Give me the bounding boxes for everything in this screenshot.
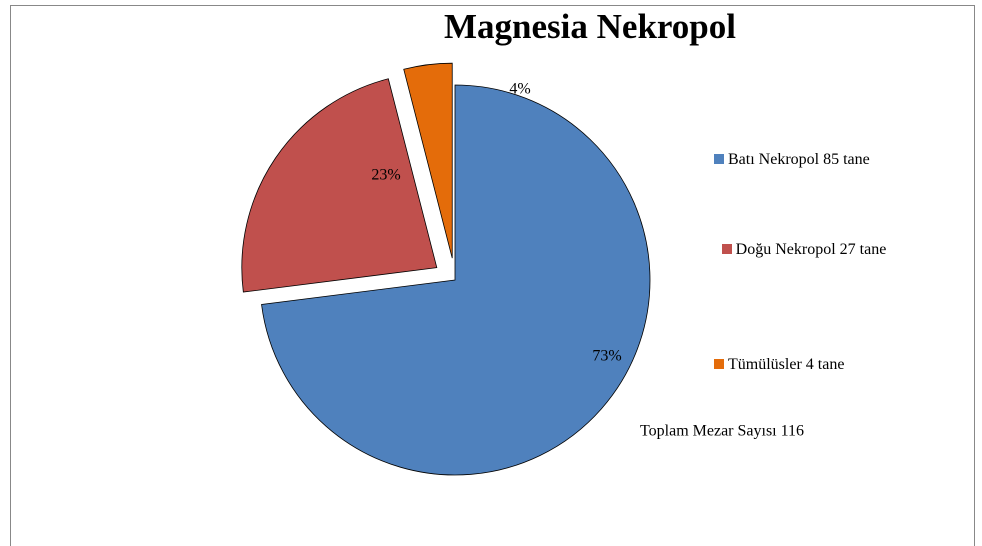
data-label: 73% <box>592 348 621 365</box>
pie-slice <box>241 78 438 293</box>
legend-label: Tümülüsler 4 tane <box>728 356 845 373</box>
legend-item: Tümülüsler 4 tane <box>714 353 934 377</box>
legend-swatch <box>721 244 732 254</box>
data-label: 4% <box>509 81 530 98</box>
annotation: Toplam Mezar Sayısı 116 <box>640 423 804 440</box>
legend-label: Doğu Nekropol 27 tane <box>735 241 887 258</box>
data-label: 23% <box>371 167 400 184</box>
legend-item: Batı Nekropol 85 tane <box>714 148 934 172</box>
legend-item: Doğu Nekropol 27 tane <box>714 238 894 262</box>
chart-title: Magnesia Nekropol <box>444 7 736 46</box>
pie-slice <box>261 84 651 476</box>
legend-swatch <box>714 154 724 164</box>
legend-label: Batı Nekropol 85 tane <box>728 151 870 168</box>
pie-slice <box>403 62 453 259</box>
legend-swatch <box>714 359 724 369</box>
